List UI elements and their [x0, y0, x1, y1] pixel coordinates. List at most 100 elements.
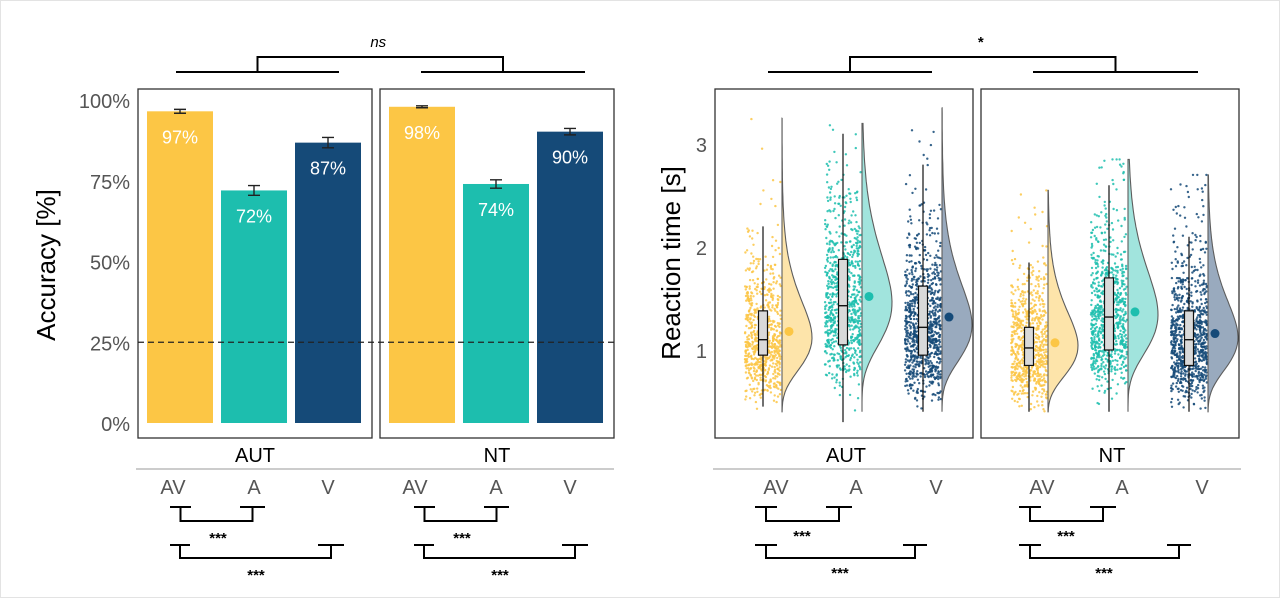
rt-point: [1172, 241, 1175, 244]
rt-point: [1122, 361, 1125, 364]
rt-point: [928, 299, 932, 302]
rt-point: [859, 322, 862, 326]
rt-point: [1039, 343, 1043, 347]
rt-point: [828, 124, 832, 127]
rt-point: [1031, 394, 1034, 397]
rt-point: [1194, 285, 1197, 288]
rt-point: [1194, 280, 1197, 283]
rt-point: [915, 317, 918, 321]
rt-point: [1011, 249, 1014, 253]
rt-point: [843, 365, 846, 368]
rt-point: [920, 362, 923, 365]
rt-point: [1197, 372, 1200, 375]
rt-point: [913, 275, 916, 279]
rt-point: [1116, 313, 1119, 316]
rt-point: [1172, 287, 1176, 291]
rt-point: [1093, 213, 1097, 216]
rt-point: [752, 366, 755, 369]
rt-point: [746, 290, 749, 294]
rt-point: [746, 298, 749, 301]
rt-point: [1041, 244, 1044, 248]
rt-point: [1104, 207, 1107, 210]
rt-point: [1191, 271, 1194, 274]
rt-point: [908, 315, 912, 318]
rt-point: [913, 397, 917, 400]
rt-point: [1184, 379, 1188, 383]
rt-point: [840, 178, 843, 182]
rt-point: [1123, 207, 1126, 211]
rt-point: [751, 343, 754, 346]
rt-point: [931, 297, 934, 300]
rt-point: [1200, 187, 1204, 190]
rt-point: [915, 241, 919, 244]
rt-point: [912, 370, 915, 373]
rt-point: [907, 340, 910, 343]
rt-point: [1100, 231, 1104, 234]
rt-point: [928, 284, 932, 287]
rt-point: [776, 347, 780, 350]
rt-point: [778, 382, 782, 385]
rt-point: [1012, 292, 1015, 296]
rt-point: [847, 188, 850, 191]
rt-point: [838, 393, 842, 397]
rt-point: [1111, 178, 1114, 182]
rt-point: [858, 260, 862, 263]
rt-point: [1043, 309, 1046, 312]
rt-point: [1118, 287, 1122, 290]
rt-point: [1112, 273, 1115, 276]
rt-point: [831, 263, 834, 266]
rt-point: [1037, 299, 1041, 302]
rt-point: [849, 295, 853, 299]
rt-point: [845, 346, 849, 350]
rt-point: [926, 356, 930, 359]
rt-point: [1116, 368, 1119, 371]
rt-point: [771, 179, 775, 182]
rt-point: [910, 222, 913, 225]
rt-point: [767, 326, 771, 329]
pair-av-v-label: ***: [247, 567, 265, 584]
rt-point: [756, 307, 759, 310]
rt-point: [1176, 246, 1179, 249]
rt-point: [1204, 406, 1207, 410]
group-label-NT: NT: [1099, 445, 1126, 467]
rt-point: [1041, 388, 1044, 391]
mean-point-NT-AV: [1050, 338, 1060, 348]
rt-point: [1026, 392, 1029, 395]
rt-point: [1040, 277, 1043, 281]
rt-point: [914, 327, 917, 330]
rt-point: [1183, 285, 1186, 289]
rt-point: [1125, 337, 1128, 340]
rt-point: [859, 361, 862, 364]
rt-point: [747, 367, 750, 370]
rt-point: [777, 246, 780, 250]
rt-point: [914, 291, 917, 295]
rt-point: [855, 319, 858, 322]
rt-point: [1190, 283, 1193, 287]
rt-point: [757, 374, 760, 377]
rt-point: [1011, 313, 1015, 316]
rt-point: [1043, 351, 1046, 354]
rt-point: [835, 288, 838, 292]
rt-point: [1042, 360, 1046, 363]
top-significance-bracket: [849, 56, 1117, 72]
rt-point: [754, 287, 757, 291]
rt-point: [1100, 306, 1103, 309]
pair-av-v-label: ***: [1095, 565, 1113, 582]
rt-point: [920, 267, 923, 270]
rt-point: [1120, 371, 1123, 374]
rt-point: [1039, 358, 1042, 362]
rt-point: [938, 338, 941, 342]
rt-point: [1101, 310, 1104, 313]
rt-point: [825, 253, 829, 257]
rt-point: [1200, 342, 1203, 345]
bar-value-label: 72%: [236, 206, 272, 226]
rt-point: [745, 324, 748, 328]
rt-point: [1202, 338, 1206, 342]
rt-point: [828, 328, 831, 332]
rt-point: [903, 363, 907, 366]
rt-point: [773, 357, 776, 360]
rt-point: [1189, 300, 1192, 303]
rt-point: [927, 278, 930, 282]
rt-point: [1031, 375, 1035, 378]
rt-point: [836, 359, 839, 362]
